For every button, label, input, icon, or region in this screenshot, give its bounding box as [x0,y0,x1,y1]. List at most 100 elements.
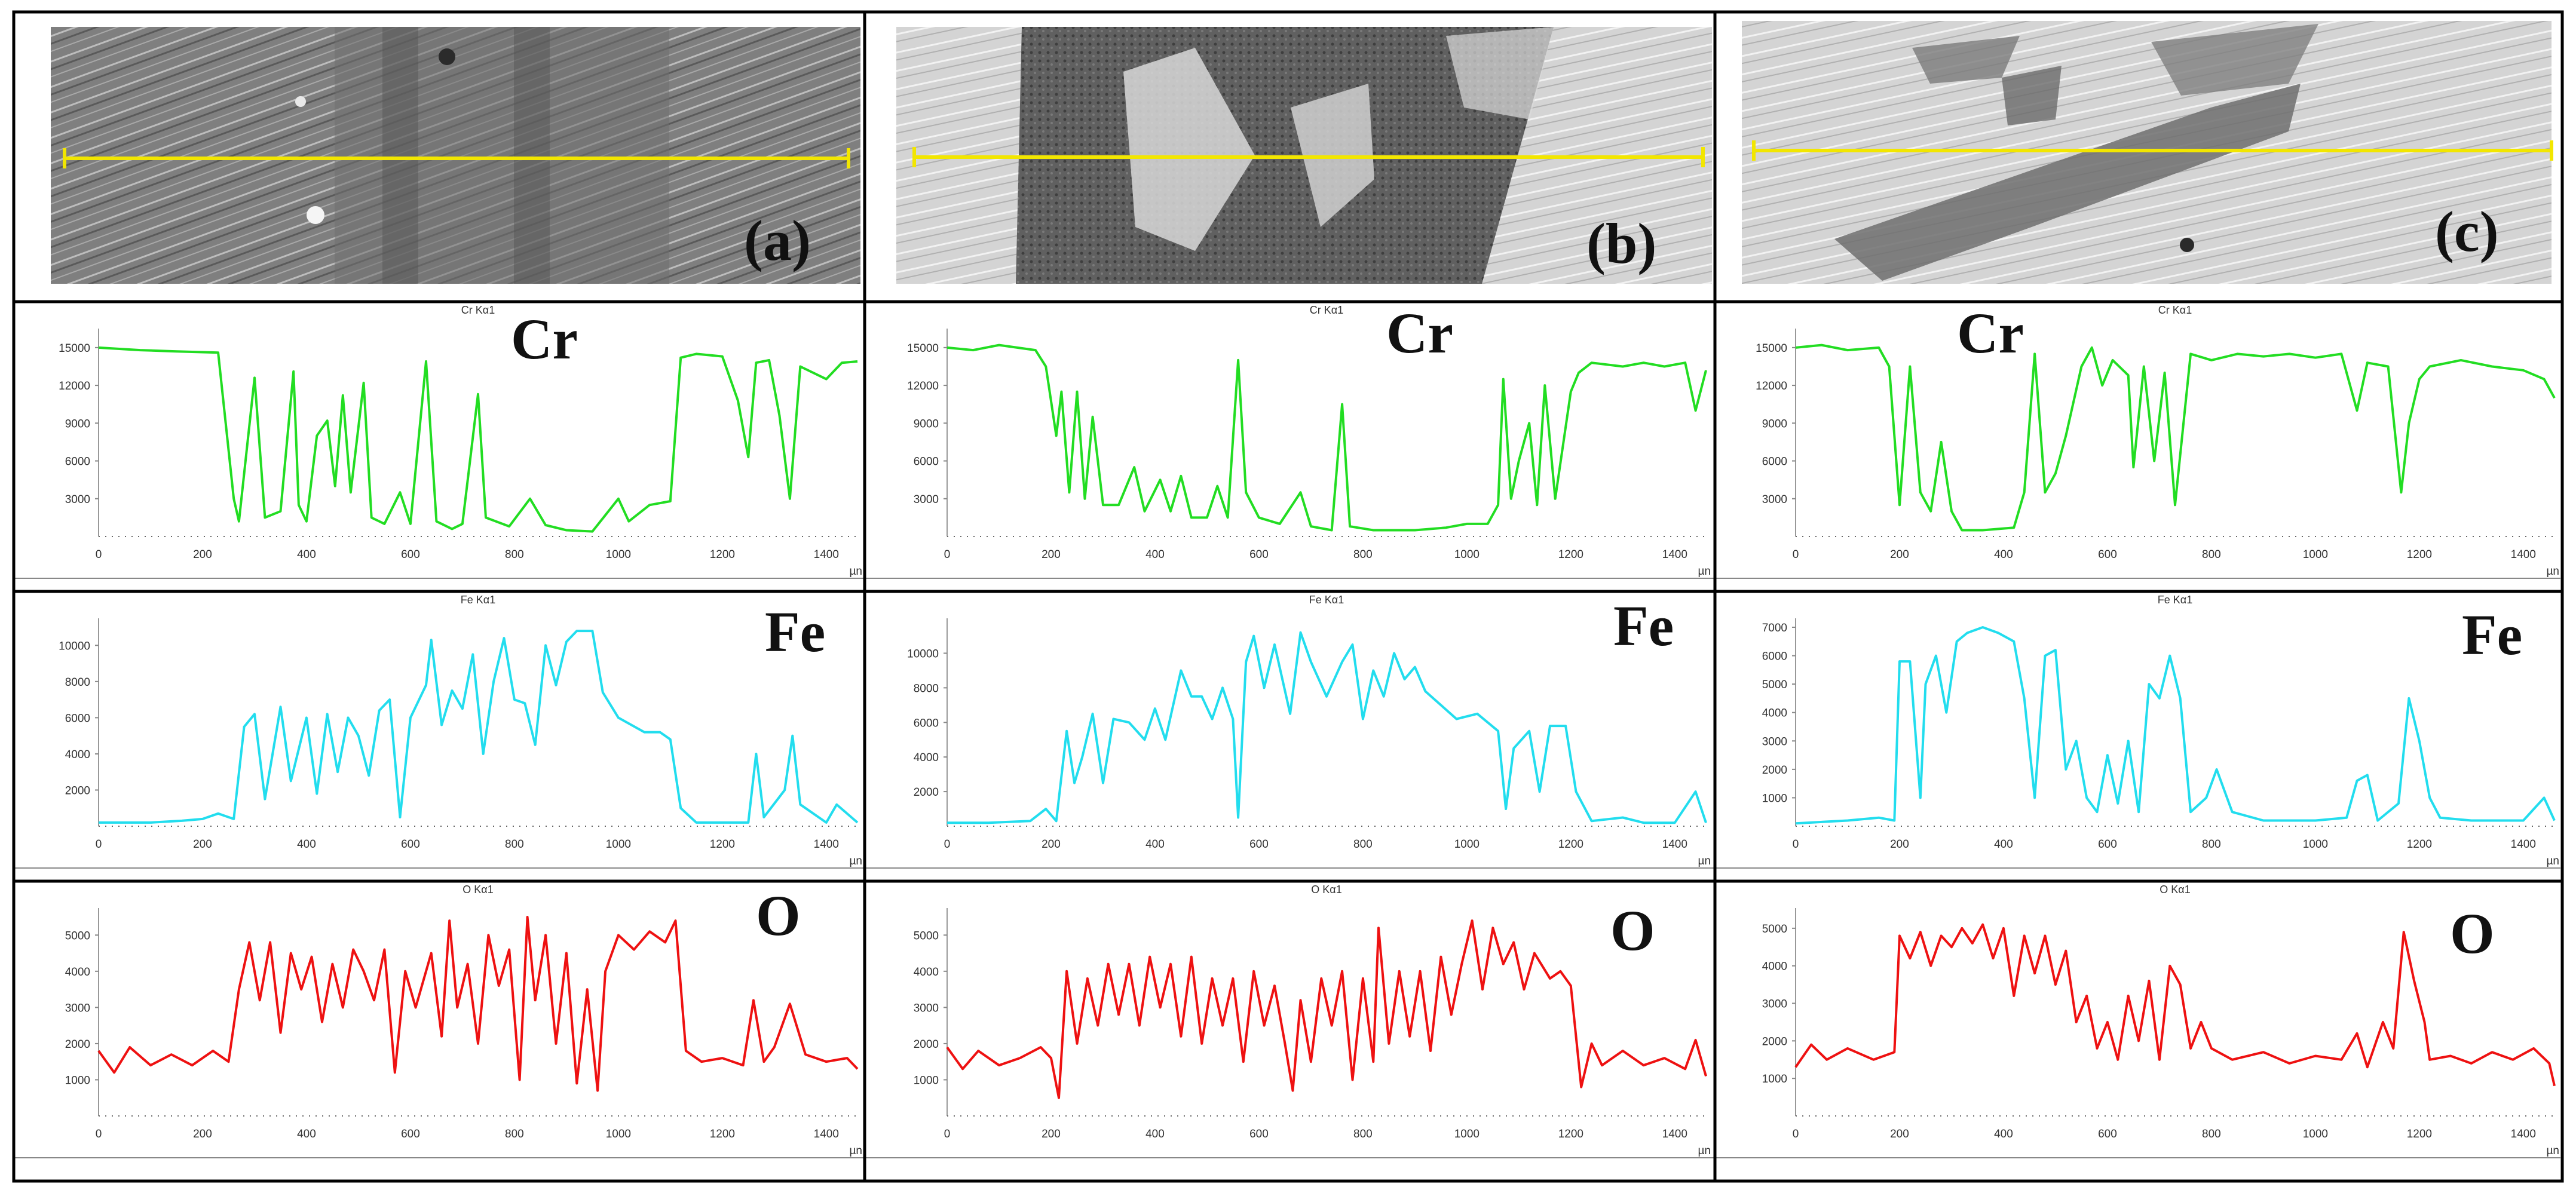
x-tick-label: 800 [505,1128,524,1140]
x-tick-label: 200 [193,838,212,851]
x-tick-label: 0 [96,1128,102,1140]
x-tick-label: 1400 [814,838,839,851]
x-tick-label: 0 [1793,1128,1799,1140]
x-tick-label: 200 [1042,838,1061,851]
x-tick-label: 1000 [2303,1128,2328,1140]
panel-label-c: (c) [2435,200,2499,263]
x-tick-label: 1400 [1662,548,1687,561]
y-tick-label: 10000 [907,648,939,660]
series-line-o-b [946,919,1707,1099]
chart-o-b: O Kα1 1000 2000 3000 4000 5000 0 200 400 600 800 10… [863,884,1712,1158]
y-tick-label: 6000 [914,456,939,468]
x-tick-label: 200 [1042,1128,1061,1140]
x-tick-label: 400 [297,548,316,561]
y-tick-label: 15000 [59,342,90,355]
series-line-o-a [97,916,859,1092]
x-tick-label: 800 [2202,1128,2221,1140]
x-tick-label: 1400 [814,1128,839,1140]
y-tick-label: 12000 [907,380,939,392]
x-tick-label: 800 [1353,838,1373,851]
chart-fe-b: Fe Kα1 2000 4000 6000 8000 10000 0 200 400 600 800… [863,594,1712,869]
x-tick-label: 0 [944,548,951,561]
element-label-cr-a: Cr [511,307,578,371]
x-tick-label: 1000 [2303,838,2328,851]
element-label-o-c: O [2450,901,2495,965]
x-tick-label: 1400 [2511,548,2536,561]
y-tick-label: 4000 [65,966,90,979]
y-tick-label: 2000 [65,784,90,797]
x-tick-label: 600 [401,1128,420,1140]
x-tick-label: 400 [297,838,316,851]
series-line-fe-a [99,630,859,824]
x-tick-label: 1200 [710,1128,735,1140]
y-tick-label: 2000 [65,1038,90,1051]
element-label-fe-b: Fe [1613,594,1674,658]
x-tick-label: 400 [297,1128,316,1140]
series-line-fe-b [947,631,1707,824]
y-tick-label: 7000 [1762,622,1787,634]
x-tick-label: 0 [1793,548,1799,561]
x-unit-label: µn [849,855,862,867]
x-tick-label: 800 [1353,548,1373,561]
series-line-cr-a [98,346,858,533]
series-line-o-c [1794,923,2556,1087]
x-tick-label: 400 [1145,838,1165,851]
series-line-cr-c [1795,344,2556,532]
y-tick-label: 4000 [914,752,939,764]
element-label-fe-c: Fe [2462,603,2522,667]
x-tick-label: 1400 [1662,1128,1687,1140]
y-tick-label: 4000 [1762,961,1787,973]
x-unit-label: µn [1698,855,1711,867]
x-unit-label: µn [849,565,862,578]
chart-fe-c: Fe Kα1 1000 2000 3000 4000 5000 6000 7000 0 200 40… [1712,594,2560,869]
x-tick-label: 1200 [2407,1128,2432,1140]
chart-title: Fe Kα1 [461,594,495,606]
y-tick-label: 4000 [914,966,939,979]
chart-title: O Kα1 [2160,884,2190,896]
x-tick-label: 800 [2202,838,2221,851]
x-tick-label: 800 [1353,1128,1373,1140]
element-label-cr-b: Cr [1386,301,1453,365]
x-tick-label: 1200 [2407,838,2432,851]
x-tick-label: 1000 [606,548,631,561]
y-tick-label: 1000 [914,1074,939,1087]
chart-cr-b: Cr Kα1 3000 6000 9000 12000 15000 0 200 400 600 80… [863,304,1712,579]
x-tick-label: 400 [1145,1128,1165,1140]
x-tick-label: 1400 [2511,838,2536,851]
x-tick-label: 400 [1994,548,2013,561]
y-tick-label: 5000 [1762,679,1787,691]
sem-image-c: (c) [1742,21,2553,284]
x-tick-label: 200 [193,1128,212,1140]
x-tick-label: 200 [1890,548,1909,561]
y-tick-label: 3000 [914,1002,939,1014]
x-tick-label: 400 [1994,1128,2013,1140]
chart-title: O Kα1 [462,884,493,896]
y-tick-label: 2000 [914,786,939,799]
x-tick-label: 200 [1890,838,1909,851]
y-tick-label: 5000 [914,930,939,942]
x-tick-label: 1000 [1454,548,1480,561]
y-tick-label: 2000 [914,1038,939,1051]
x-tick-label: 400 [1994,838,2013,851]
x-unit-label: µn [849,1145,862,1157]
x-tick-label: 1000 [606,1128,631,1140]
panel-label-a: (a) [744,208,811,272]
y-tick-label: 3000 [1762,998,1787,1011]
x-tick-label: 1000 [1454,1128,1480,1140]
x-tick-label: 600 [2098,838,2117,851]
x-tick-label: 1400 [1662,838,1687,851]
series-line-cr-b [947,344,1707,532]
chart-cr-c: Cr Kα1 3000 6000 9000 12000 15000 0 200 400 600 80… [1712,304,2560,579]
panel-label-b: (b) [1586,211,1656,275]
element-label-cr-c: Cr [1957,301,2024,365]
x-unit-label: µn [1698,1145,1711,1157]
y-tick-label: 6000 [65,456,90,468]
y-tick-label: 1000 [1762,1073,1787,1085]
x-tick-label: 600 [2098,548,2117,561]
y-tick-label: 12000 [59,380,90,392]
x-tick-label: 600 [1249,548,1269,561]
x-tick-label: 600 [2098,1128,2117,1140]
y-tick-label: 8000 [914,682,939,695]
